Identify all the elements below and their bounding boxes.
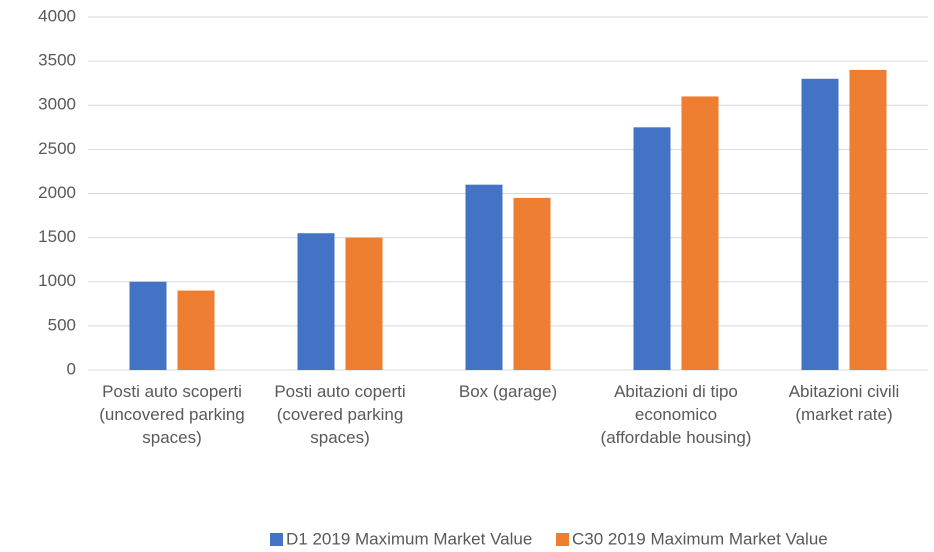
y-tick-label: 1000: [38, 271, 76, 290]
y-tick-label: 4000: [38, 6, 76, 25]
bar: [177, 290, 215, 370]
bar: [345, 237, 383, 370]
x-tick-label: Abitazioni di tipo economico (affordable…: [600, 382, 752, 447]
x-tick-label: Abitazioni civili (market rate): [788, 382, 900, 424]
y-tick-label: 2500: [38, 139, 76, 158]
x-tick-label: Box (garage): [458, 382, 558, 401]
bar: [801, 78, 839, 371]
y-tick-label: 2000: [38, 183, 76, 202]
bar: [297, 233, 335, 370]
bar: [129, 281, 167, 370]
y-tick-label: 3000: [38, 95, 76, 114]
bar: [513, 197, 551, 370]
legend-swatch: [556, 533, 569, 546]
legend-label: D1 2019 Maximum Market Value: [286, 529, 532, 548]
legend-label: C30 2019 Maximum Market Value: [572, 529, 828, 548]
y-tick-label: 500: [48, 315, 76, 334]
legend-swatch: [270, 533, 283, 546]
y-tick-label: 1500: [38, 227, 76, 246]
bar: [849, 69, 887, 370]
bar: [465, 184, 503, 370]
y-tick-label: 3500: [38, 51, 76, 70]
bar: [681, 96, 719, 371]
x-tick-label: Posti auto coperti (covered parking spac…: [274, 382, 406, 447]
x-tick-label: Posti auto scoperti (uncovered parking s…: [99, 382, 245, 447]
bar: [633, 127, 671, 370]
y-tick-label: 0: [67, 359, 76, 378]
